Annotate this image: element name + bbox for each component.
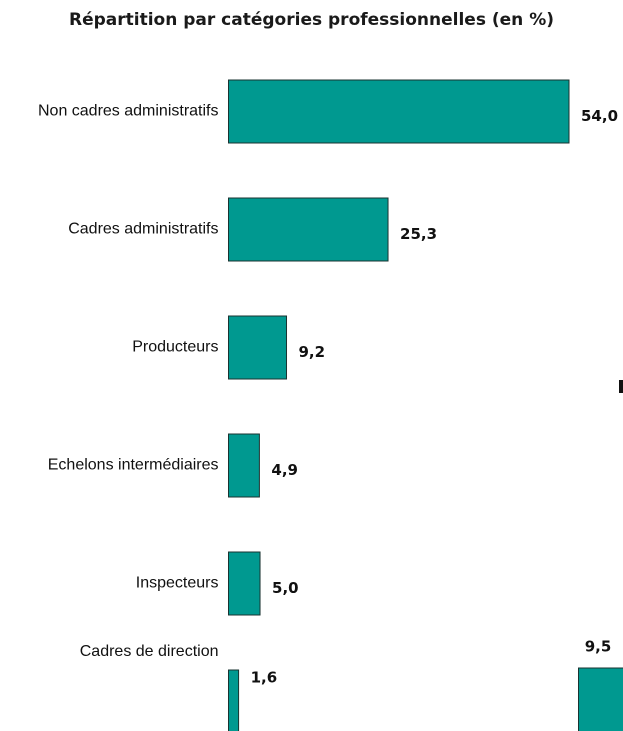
value-label-3: 4,9 [271,461,298,479]
category-label-0: Non cadres administratifs [38,103,219,120]
category-label-1: Cadres administratifs [68,221,218,238]
category-label-4: Inspecteurs [136,575,219,592]
partial-bar [578,667,623,731]
category-label-3: Echelons intermédiaires [48,457,219,474]
value-label-4: 5,0 [272,579,299,597]
value-labels-group: 54,0 25,3 9,2 4,9 5,0 1,6 [251,107,618,687]
chart-title: Répartition par catégories professionnel… [68,10,554,30]
value-label-0: 54,0 [581,107,618,125]
partial-value-label: 9,5 [585,638,612,656]
value-label-2: 9,2 [299,343,326,361]
value-label-5: 1,6 [251,669,278,687]
value-label-1: 25,3 [400,225,437,243]
bar-4 [228,551,261,616]
bar-5 [228,669,240,731]
bar-3 [228,433,260,498]
bar-0 [228,79,570,144]
category-label-2: Producteurs [132,339,218,356]
bar-1 [228,197,389,262]
category-label-5: Cadres de direction [80,643,219,660]
stray-tick-mark [619,380,623,393]
bar-2 [228,315,288,380]
category-labels-group: Non cadres administratifs Cadres administ… [38,103,219,661]
bars-group [228,79,570,731]
partial-chart-group: 9,5 [578,638,623,731]
